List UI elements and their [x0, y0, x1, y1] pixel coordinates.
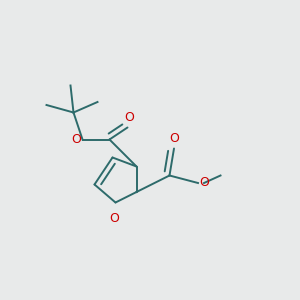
- Text: O: O: [124, 111, 134, 124]
- Text: O: O: [200, 176, 209, 190]
- Text: O: O: [169, 132, 179, 145]
- Text: O: O: [109, 212, 119, 225]
- Text: O: O: [71, 133, 81, 146]
